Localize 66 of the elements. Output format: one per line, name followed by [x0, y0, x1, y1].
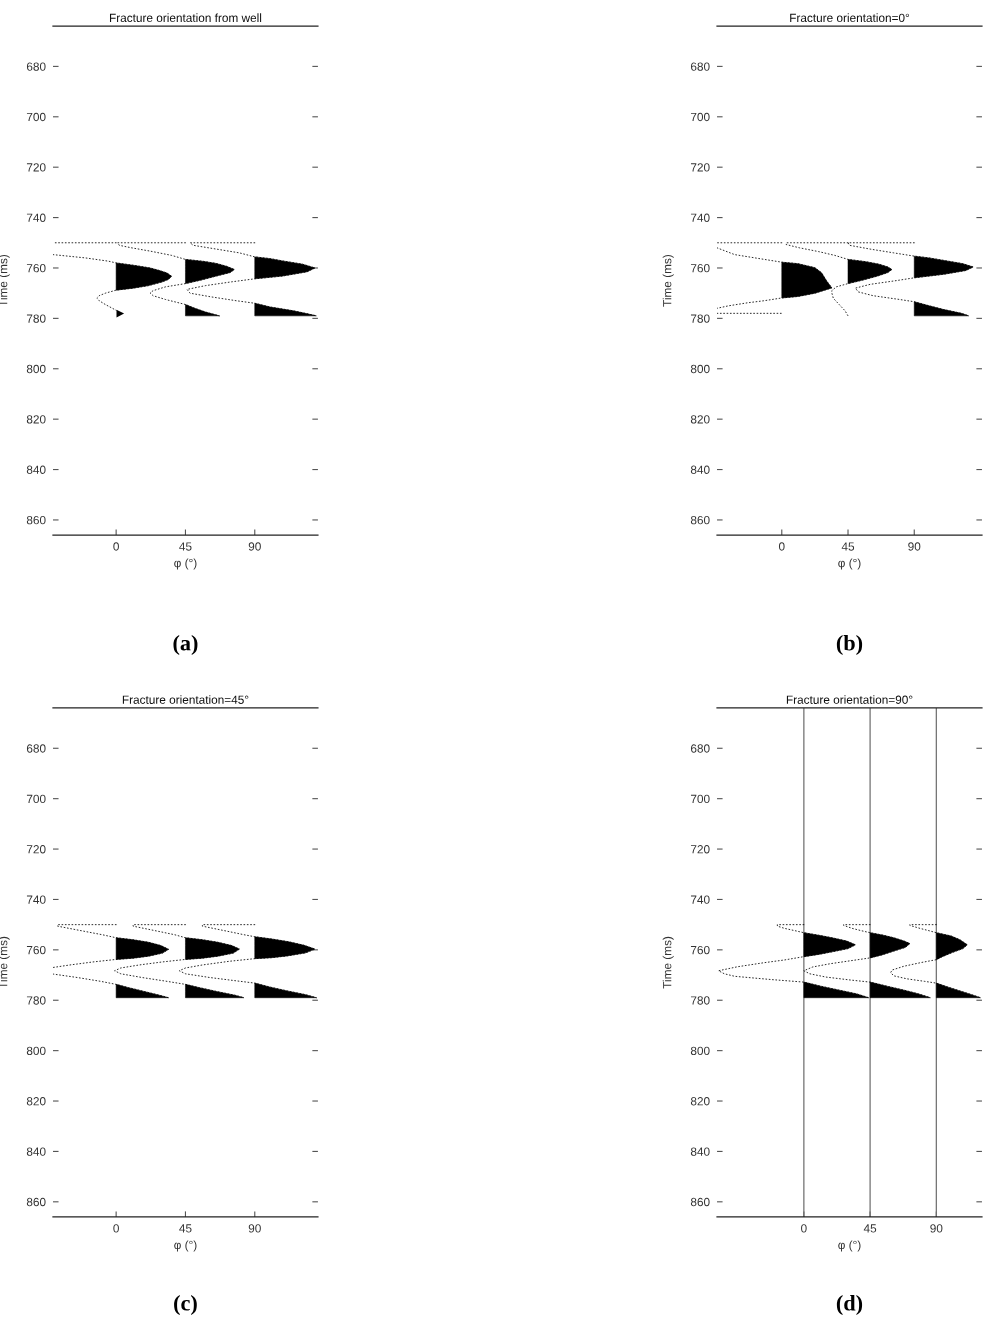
y-tick-label: 820 [26, 415, 46, 424]
y-axis-title: Time (ms) [662, 936, 674, 989]
y-tick-label: 860 [26, 515, 46, 525]
x-tick-label: 45 [179, 542, 192, 551]
y-tick-label: 840 [26, 465, 46, 474]
y-tick-label: 800 [26, 1046, 46, 1056]
chart-title: Fracture orientation=0° [790, 13, 910, 23]
y-tick-label: 780 [690, 996, 710, 1005]
x-axis-title: φ (°) [174, 1240, 197, 1252]
x-tick-label: 45 [863, 1224, 877, 1233]
x-tick-label: 0 [113, 1224, 119, 1233]
y-tick-label: 780 [26, 314, 46, 323]
text: (a) [173, 634, 198, 656]
y-tick-label: 680 [690, 62, 710, 71]
y-tick-label: 820 [690, 1097, 710, 1106]
y-tick-label: 700 [26, 112, 46, 122]
y-tick-label: 840 [690, 465, 710, 474]
y-tick-label: 740 [690, 895, 710, 904]
y-axis-title: Time (ms) [662, 254, 674, 307]
y-tick-label: 860 [26, 1197, 46, 1207]
x-tick-label: 90 [930, 1224, 943, 1233]
y-tick-label: 760 [26, 264, 46, 273]
y-tick-label: 840 [26, 1147, 46, 1156]
y-tick-label: 800 [690, 1046, 710, 1056]
y-tick-label: 680 [690, 744, 710, 753]
y-tick-label: 680 [26, 62, 46, 71]
y-tick-label: 740 [26, 895, 46, 904]
y-tick-label: 720 [690, 163, 710, 172]
x-axis-title: φ (°) [838, 1240, 861, 1252]
x-tick-label: 45 [179, 1224, 192, 1233]
x-tick-label: 0 [801, 1224, 807, 1233]
chart-title: Fracture orientation=90° [786, 695, 913, 704]
x-tick-label: 0 [113, 542, 119, 551]
text: (c) [174, 1294, 197, 1316]
text: (b) [836, 634, 863, 656]
y-tick-label: 800 [26, 364, 46, 374]
y-tick-label: 820 [690, 415, 710, 424]
x-tick-label: 0 [778, 542, 785, 551]
x-tick-label: 45 [841, 542, 855, 551]
y-tick-label: 700 [690, 112, 710, 122]
x-axis-title: φ (°) [838, 558, 861, 570]
y-tick-label: 820 [26, 1097, 46, 1106]
y-tick-label: 720 [26, 163, 46, 172]
x-tick-label: 90 [248, 1224, 261, 1233]
y-tick-label: 740 [26, 213, 46, 222]
x-tick-label: 90 [908, 542, 921, 551]
y-tick-label: 780 [26, 996, 46, 1005]
x-tick-label: 90 [248, 542, 261, 551]
y-tick-label: 800 [690, 364, 710, 374]
y-tick-label: 680 [26, 744, 46, 753]
y-tick-label: 720 [690, 845, 710, 854]
y-tick-label: 840 [690, 1147, 710, 1156]
y-tick-label: 740 [690, 213, 710, 222]
y-tick-label: 720 [26, 845, 46, 854]
y-tick-label: 760 [690, 945, 710, 955]
y-tick-label: 860 [690, 515, 710, 525]
y-tick-label: 760 [690, 264, 710, 273]
chart-title: Fracture orientation=45° [122, 695, 249, 704]
y-tick-label: 760 [26, 945, 46, 955]
text: (d) [836, 1294, 863, 1316]
x-axis-title: φ (°) [174, 558, 197, 570]
y-tick-label: 700 [690, 794, 710, 804]
y-tick-label: 860 [690, 1197, 710, 1207]
y-tick-label: 780 [690, 314, 710, 323]
chart-title: Fracture orientation from well [109, 13, 262, 23]
y-tick-label: 700 [26, 794, 46, 804]
